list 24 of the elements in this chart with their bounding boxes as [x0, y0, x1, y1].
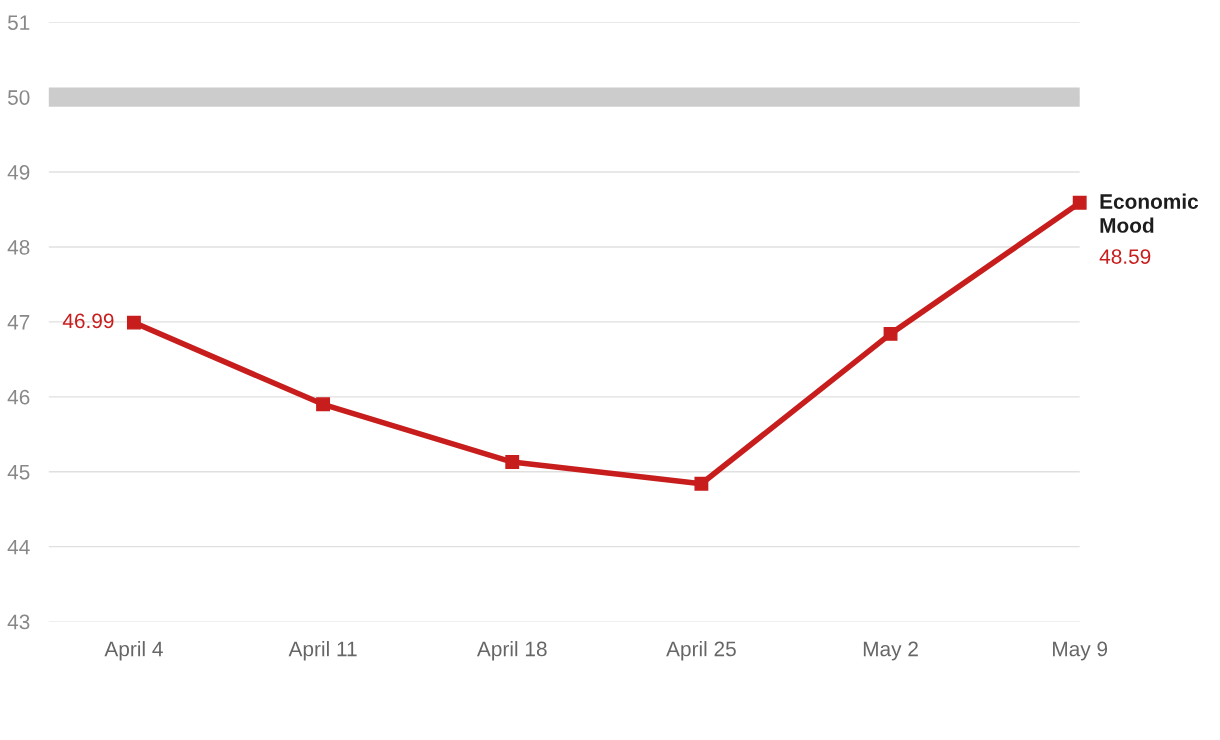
point	[126, 315, 141, 330]
data-label: 48.59	[1099, 249, 1151, 264]
point	[505, 455, 520, 469]
y-tick-label: 50	[7, 90, 30, 105]
series-label: Economic Mood	[1100, 193, 1199, 233]
y-tick-label: 44	[7, 539, 30, 555]
point	[1072, 195, 1087, 210]
y-tick-label: 49	[7, 165, 30, 180]
point	[694, 476, 709, 491]
y-tick-label: 46	[7, 389, 30, 405]
x-tick-label: April 18	[476, 641, 547, 661]
x-tick-label: April 25	[666, 641, 736, 661]
y-tick-label: 48	[7, 239, 30, 255]
y-tick-label: 51	[7, 15, 30, 30]
data-label: 46.99	[62, 313, 114, 329]
point	[316, 397, 331, 412]
x-tick-label: April 11	[288, 641, 357, 661]
x-tick-label: May 9	[1053, 641, 1108, 661]
point	[883, 326, 898, 341]
y-tick-label: 47	[7, 315, 30, 330]
y-tick-label: 43	[7, 614, 30, 630]
x-tick-label: May 2	[863, 641, 918, 661]
y-tick-label: 45	[7, 464, 30, 480]
x-tick-label: April 4	[104, 641, 163, 661]
